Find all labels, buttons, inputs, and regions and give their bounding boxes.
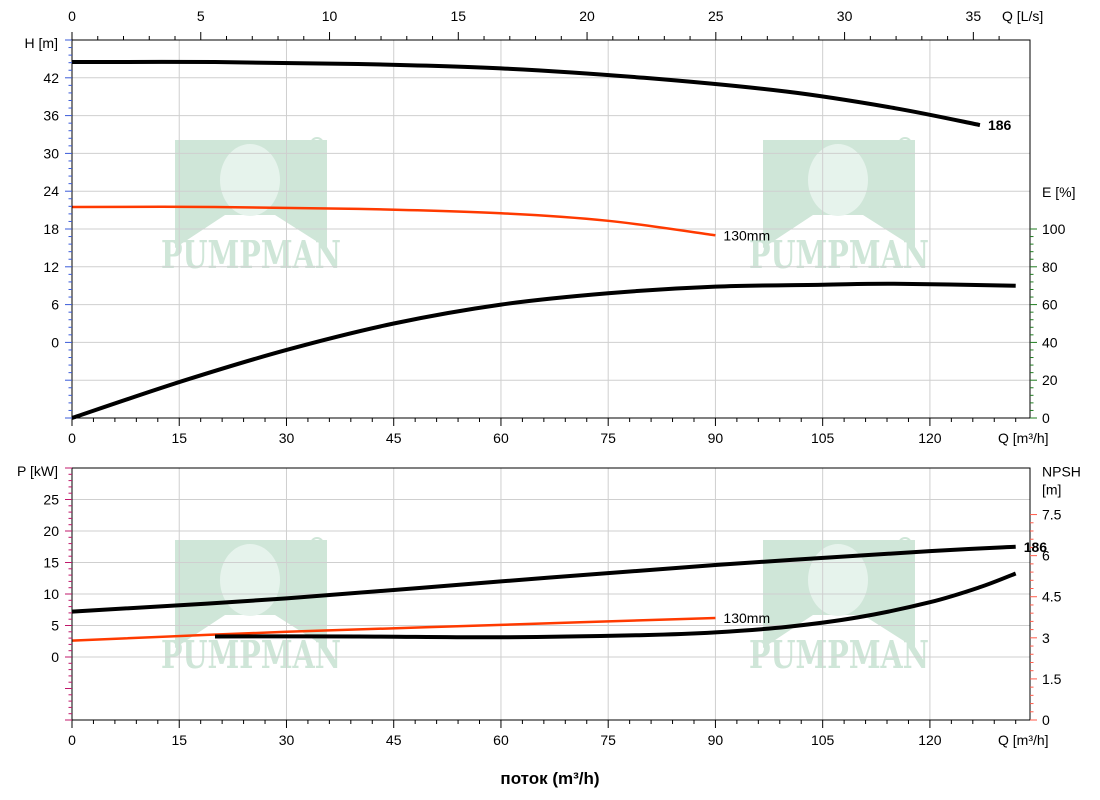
x-axis-label: Q [m³/h]	[998, 732, 1049, 748]
grid-layer	[71, 40, 1030, 720]
x-tick-label: 105	[811, 430, 835, 446]
watermark-registered-icon	[898, 537, 912, 551]
y-left-tick-label: 30	[43, 145, 59, 161]
y-right-tick-label: 7.5	[1042, 507, 1062, 523]
y-left-tick-label: 10	[43, 586, 59, 602]
top-tick-label: 15	[451, 8, 467, 24]
watermark-layer: PUMPMAN PUMPMAN PUMPMAN PUMPMAN	[161, 137, 929, 677]
x-tick-label: 45	[386, 732, 402, 748]
y-right-tick-label: 20	[1042, 372, 1058, 388]
watermark-text: PUMPMAN	[161, 232, 341, 277]
x-axis-label: Q [m³/h]	[998, 430, 1049, 446]
series-label-186: 186	[1024, 539, 1048, 555]
y-left-tick-label: 25	[43, 492, 59, 508]
y-right-tick-label: 80	[1042, 259, 1058, 275]
top-tick-label: 30	[837, 8, 853, 24]
y-right-tick-label: 6	[1042, 548, 1050, 564]
y-left-tick-label: 0	[51, 334, 59, 350]
y-left-tick-label: 12	[43, 259, 59, 275]
watermark-face	[808, 144, 868, 216]
curve-impeller-186	[71, 59, 981, 128]
watermark-registered-icon	[310, 537, 324, 551]
watermark: PUMPMAN	[749, 137, 929, 277]
x-tick-label: 120	[918, 430, 942, 446]
top-tick-label: 10	[322, 8, 338, 24]
y-right-axis-label: [m]	[1042, 482, 1061, 498]
axes-layer	[65, 32, 1037, 728]
y-left-axis-label: P [kW]	[17, 463, 58, 479]
curve-npsh	[214, 571, 1017, 640]
watermark-text: PUMPMAN	[749, 232, 929, 277]
x-tick-label: 75	[600, 430, 616, 446]
y-right-tick-label: 0	[1042, 410, 1050, 426]
curve-impeller-130mm	[71, 205, 716, 237]
x-tick-label: 15	[171, 430, 187, 446]
watermark: PUMPMAN	[161, 137, 341, 277]
y-left-axis-label: H [m]	[25, 35, 58, 51]
watermark-registered-icon	[898, 137, 912, 151]
top-axis-label: Q [L/s]	[1002, 8, 1043, 24]
top-tick-label: 25	[708, 8, 724, 24]
y-right-axis-label: E [%]	[1042, 184, 1075, 200]
x-tick-label: 0	[68, 732, 76, 748]
y-left-tick-label: 36	[43, 108, 59, 124]
top-tick-label: 0	[68, 8, 76, 24]
watermark-face	[220, 544, 280, 616]
curve-efficiency	[71, 281, 1016, 420]
y-right-tick-label: 4.5	[1042, 589, 1062, 605]
x-tick-label: 105	[811, 732, 835, 748]
x-tick-label: 0	[68, 430, 76, 446]
y-right-tick-label: 60	[1042, 297, 1058, 313]
x-tick-label: 90	[708, 430, 724, 446]
top-tick-label: 5	[197, 8, 205, 24]
series-layer	[71, 59, 1017, 642]
y-left-tick-label: 42	[43, 70, 59, 86]
watermark-text: PUMPMAN	[749, 632, 929, 677]
series-label-130mm: 130mm	[723, 610, 770, 626]
y-right-axis-label: NPSH	[1042, 464, 1081, 480]
curve-impeller-186	[71, 544, 1016, 614]
y-left-tick-label: 6	[51, 297, 59, 313]
x-tick-label: 90	[708, 732, 724, 748]
y-left-tick-label: 0	[51, 649, 59, 665]
y-left-tick-label: 20	[43, 523, 59, 539]
curve-impeller-130mm	[71, 616, 716, 642]
footer-x-axis-label: поток (m³/h)	[500, 769, 599, 788]
y-right-tick-label: 1.5	[1042, 671, 1062, 687]
x-tick-label: 120	[918, 732, 942, 748]
x-tick-label: 75	[600, 732, 616, 748]
watermark: PUMPMAN	[161, 537, 341, 677]
y-left-tick-label: 24	[43, 183, 59, 199]
series-label-130mm: 130mm	[723, 227, 770, 243]
series-label-186: 186	[988, 117, 1012, 133]
top-tick-label: 20	[579, 8, 595, 24]
y-left-tick-label: 15	[43, 555, 59, 571]
x-tick-label: 60	[493, 732, 509, 748]
x-tick-label: 60	[493, 430, 509, 446]
y-left-tick-label: 18	[43, 221, 59, 237]
y-right-tick-label: 0	[1042, 712, 1050, 728]
y-right-tick-label: 3	[1042, 630, 1050, 646]
watermark-text: PUMPMAN	[161, 632, 341, 677]
watermark-face	[220, 144, 280, 216]
x-tick-label: 30	[279, 430, 295, 446]
top-tick-label: 35	[966, 8, 982, 24]
x-tick-label: 15	[171, 732, 187, 748]
watermark-registered-icon	[310, 137, 324, 151]
y-right-tick-label: 40	[1042, 334, 1058, 350]
x-tick-label: 45	[386, 430, 402, 446]
y-right-tick-label: 100	[1042, 221, 1066, 237]
x-tick-label: 30	[279, 732, 295, 748]
y-left-tick-label: 5	[51, 618, 59, 634]
